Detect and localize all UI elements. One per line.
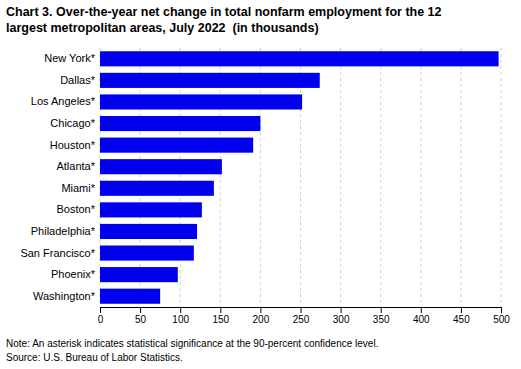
x-tick-label: 200	[253, 314, 270, 325]
bar	[100, 51, 499, 66]
x-tick-mark	[100, 307, 101, 313]
x-tick-mark	[260, 307, 261, 313]
x-tick: 250	[293, 307, 310, 325]
x-tick: 400	[413, 307, 430, 325]
title-group: Chart 3. Over-the-year net change in tot…	[6, 5, 442, 35]
x-tick-mark	[381, 307, 382, 313]
x-tick-label: 450	[453, 314, 470, 325]
grid-line	[501, 48, 502, 307]
x-tick-label: 150	[212, 314, 229, 325]
x-tick-mark	[421, 307, 422, 313]
y-axis: Washington* Phoenix* San Francisco* Philade…	[20, 52, 100, 301]
y-tick-label: Philadelphia*	[31, 225, 96, 237]
y-tick: Washington*	[33, 290, 100, 302]
y-tick: Miami*	[61, 182, 100, 194]
x-tick-mark	[341, 307, 342, 313]
bar	[100, 73, 320, 88]
x-axis-line	[101, 308, 502, 314]
bar	[100, 245, 194, 260]
title: Chart 3. Over-the-year net change in tot…	[6, 5, 442, 19]
x-tick-mark	[220, 307, 221, 313]
grid-line	[420, 48, 421, 307]
y-tick: Atlanta*	[56, 160, 100, 172]
bar	[100, 116, 260, 131]
x-tick-label: 500	[493, 314, 510, 325]
x-tick: 200	[253, 307, 270, 325]
y-tick: New York*	[44, 52, 100, 64]
x-tick: 500	[493, 307, 510, 325]
x-tick: 350	[373, 307, 390, 325]
bars	[100, 51, 499, 304]
x-tick-mark	[301, 307, 302, 313]
x-tick-label: 0	[98, 314, 104, 325]
y-tick-label: Phoenix*	[51, 268, 96, 280]
x-tick-mark	[180, 307, 181, 313]
bar	[100, 267, 178, 282]
bar	[100, 181, 214, 196]
note: Source: U.S. Bureau of Labor Statistics.	[6, 352, 183, 363]
x-tick-label: 50	[135, 314, 147, 325]
y-tick-label: New York*	[44, 52, 95, 64]
bar	[100, 94, 302, 109]
x-tick: 150	[212, 307, 229, 325]
y-tick: Boston*	[56, 203, 100, 215]
y-tick: Houston*	[50, 139, 100, 151]
x-tick-label: 250	[293, 314, 310, 325]
bar	[100, 224, 197, 239]
y-tick: Dallas*	[60, 74, 100, 86]
y-tick: Philadelphia*	[31, 225, 100, 237]
x-tick-mark	[461, 307, 462, 313]
x-tick-label: 400	[413, 314, 430, 325]
x-tick: 0	[98, 307, 104, 325]
bar	[100, 138, 253, 153]
y-tick: Phoenix*	[51, 268, 100, 280]
x-axis: 0 50 100 150 200 250 300 350 400 450 500	[98, 307, 511, 325]
y-tick-label: Chicago*	[50, 117, 95, 129]
y-tick-label: Los Angeles*	[31, 95, 96, 107]
x-tick: 50	[135, 307, 147, 325]
grid-line	[460, 48, 461, 307]
x-tick-mark	[501, 307, 502, 313]
x-tick: 450	[453, 307, 470, 325]
y-tick-label: Houston*	[50, 139, 96, 151]
x-tick: 300	[333, 307, 350, 325]
bar	[100, 202, 202, 217]
notes: Note: An asterisk indicates statistical …	[6, 338, 378, 363]
y-tick-label: Atlanta*	[56, 160, 95, 172]
grid	[100, 48, 501, 307]
x-tick-label: 350	[373, 314, 390, 325]
y-tick-label: Dallas*	[60, 74, 96, 86]
x-tick-mark	[140, 307, 141, 313]
note: Note: An asterisk indicates statistical …	[6, 338, 378, 349]
grid-line	[340, 48, 341, 307]
y-tick-label: San Francisco*	[20, 247, 95, 259]
y-tick: Chicago*	[50, 117, 100, 129]
y-tick: San Francisco*	[20, 247, 100, 259]
subtitle: largest metropolitan areas, July 2022 (i…	[6, 21, 319, 35]
y-tick-label: Boston*	[56, 203, 95, 215]
y-tick-label: Washington*	[33, 290, 96, 302]
plot-area: 0 50 100 150 200 250 300 350 400 450 500 Washington…	[20, 48, 510, 325]
x-tick: 100	[172, 307, 189, 325]
y-tick: Los Angeles*	[31, 95, 100, 107]
y-tick-label: Miami*	[61, 182, 95, 194]
x-tick-label: 100	[172, 314, 189, 325]
chart-svg: Chart 3. Over-the-year net change in tot…	[0, 0, 521, 369]
x-tick-label: 300	[333, 314, 350, 325]
grid-line	[380, 48, 381, 307]
bar	[100, 289, 160, 304]
bar	[100, 159, 222, 174]
